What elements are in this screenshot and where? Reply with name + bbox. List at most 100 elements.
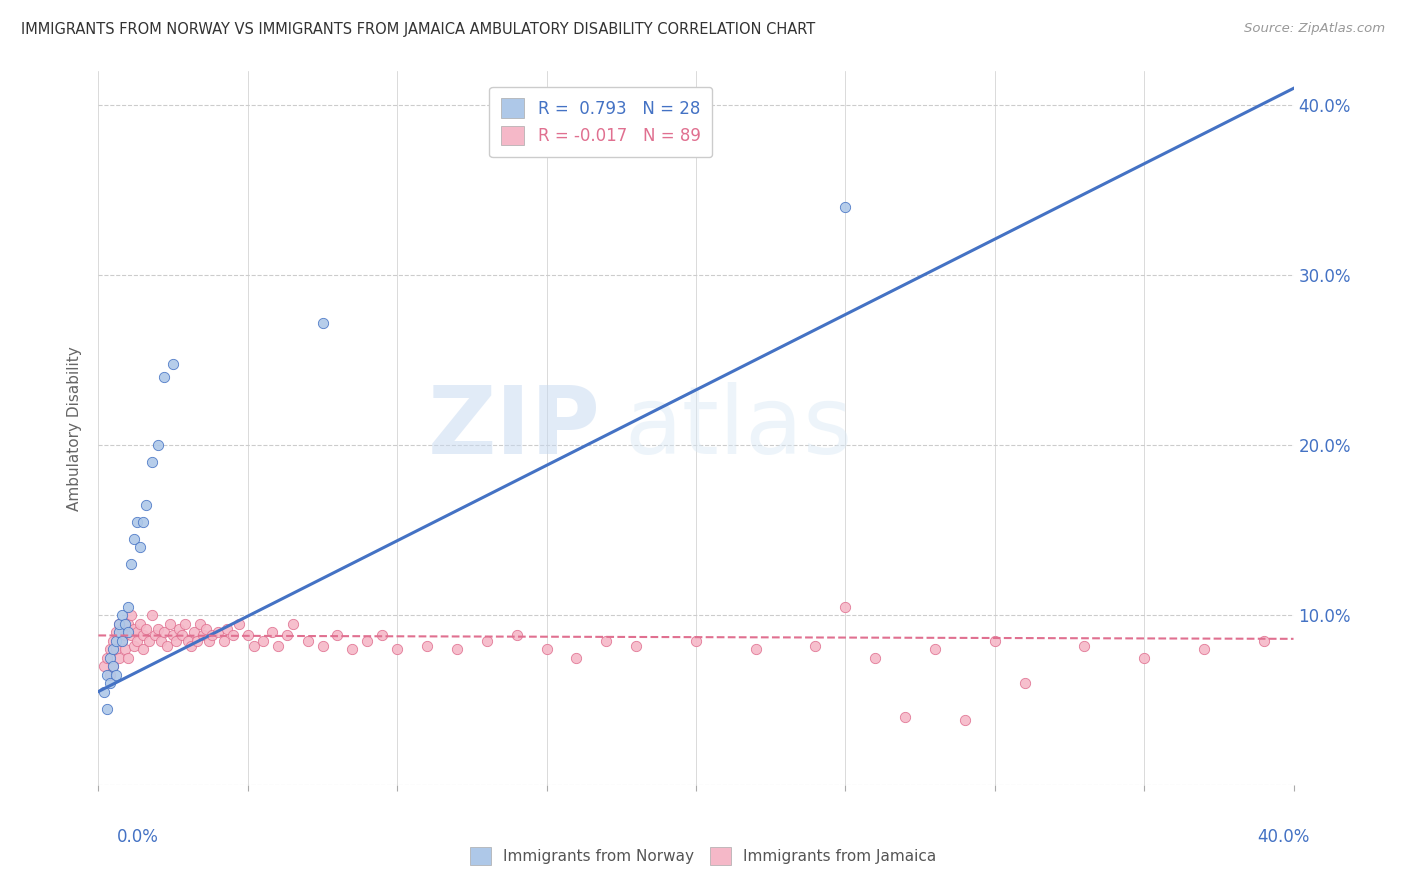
Point [148, 438, 170, 452]
Point [416, 639, 439, 653]
Point [236, 628, 259, 642]
Point [475, 633, 498, 648]
Point [127, 625, 149, 640]
Point [267, 639, 290, 653]
Point [127, 515, 149, 529]
Point [565, 650, 588, 665]
Point [385, 642, 409, 657]
Point [228, 616, 250, 631]
Point [93, 659, 115, 673]
Point [93, 684, 115, 698]
Point [153, 370, 176, 384]
Point [132, 515, 155, 529]
Legend: R =  0.793   N = 28, R = -0.017   N = 89: R = 0.793 N = 28, R = -0.017 N = 89 [489, 87, 711, 157]
Point [924, 642, 946, 657]
Point [188, 616, 211, 631]
Point [105, 642, 128, 657]
Y-axis label: Ambulatory Disability: Ambulatory Disability [67, 346, 83, 510]
Point [191, 628, 214, 642]
Point [143, 628, 166, 642]
Point [1133, 650, 1156, 665]
Point [536, 642, 558, 657]
Point [129, 540, 152, 554]
Point [108, 650, 131, 665]
Point [96, 701, 118, 715]
Point [201, 628, 224, 642]
Point [984, 633, 1007, 648]
Point [132, 642, 155, 657]
Point [103, 659, 125, 673]
Point [595, 633, 617, 648]
Point [207, 625, 229, 640]
Point [180, 639, 202, 653]
Point [150, 633, 173, 648]
Point [212, 633, 235, 648]
Point [117, 650, 139, 665]
Point [105, 625, 128, 640]
Point [356, 633, 378, 648]
Point [834, 599, 856, 614]
Point [138, 633, 160, 648]
Point [1014, 676, 1036, 690]
Legend: Immigrants from Norway, Immigrants from Jamaica: Immigrants from Norway, Immigrants from … [464, 841, 942, 871]
Point [174, 616, 197, 631]
Point [124, 532, 146, 546]
Point [124, 622, 146, 636]
Text: Source: ZipAtlas.com: Source: ZipAtlas.com [1244, 22, 1385, 36]
Text: atlas: atlas [624, 382, 852, 475]
Point [105, 667, 128, 681]
Point [243, 639, 266, 653]
Point [108, 625, 131, 640]
Point [215, 622, 238, 636]
Point [98, 642, 122, 657]
Point [260, 625, 283, 640]
Point [865, 650, 887, 665]
Point [177, 633, 200, 648]
Point [198, 633, 221, 648]
Point [111, 608, 134, 623]
Point [120, 628, 142, 642]
Point [162, 357, 184, 371]
Point [135, 498, 157, 512]
Text: 0.0%: 0.0% [117, 828, 159, 846]
Point [1073, 639, 1095, 653]
Point [103, 642, 125, 657]
Point [103, 633, 125, 648]
Point [165, 633, 187, 648]
Point [135, 622, 157, 636]
Point [98, 676, 122, 690]
Point [141, 608, 163, 623]
Point [1253, 633, 1275, 648]
Point [114, 642, 136, 657]
Point [96, 667, 118, 681]
Point [141, 455, 163, 469]
Point [98, 650, 122, 665]
Point [297, 633, 319, 648]
Point [252, 633, 274, 648]
Text: ZIP: ZIP [427, 382, 600, 475]
Point [120, 608, 142, 623]
Point [371, 628, 394, 642]
Point [745, 642, 768, 657]
Point [172, 628, 194, 642]
Point [114, 616, 136, 631]
Point [105, 633, 128, 648]
Point [276, 628, 298, 642]
Point [1192, 642, 1215, 657]
Point [183, 625, 205, 640]
Point [114, 628, 136, 642]
Point [894, 710, 917, 724]
Point [326, 628, 349, 642]
Point [159, 616, 181, 631]
Point [111, 633, 134, 648]
Point [120, 557, 142, 571]
Point [804, 639, 827, 653]
Point [117, 616, 139, 631]
Point [96, 650, 118, 665]
Point [626, 639, 648, 653]
Point [103, 659, 125, 673]
Point [132, 628, 155, 642]
Point [311, 639, 333, 653]
Point [156, 639, 179, 653]
Point [685, 633, 707, 648]
